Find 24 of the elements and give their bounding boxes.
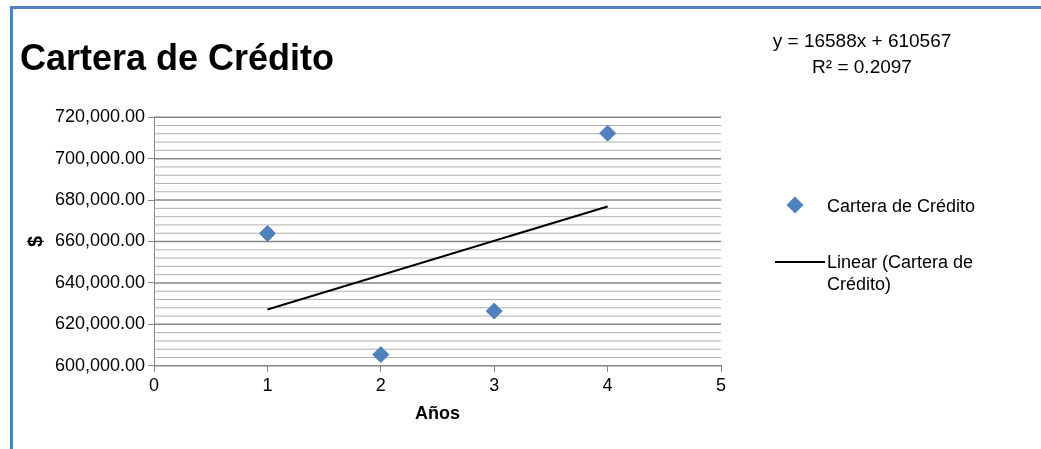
y-tick-label: 640,000.00 xyxy=(54,271,146,292)
point xyxy=(485,302,503,320)
text: y = 16588x + 610567 xyxy=(772,29,952,51)
y-tick-label: 620,000.00 xyxy=(54,313,146,334)
y-axis-title: $ xyxy=(23,235,46,248)
x-tick-label: 3 xyxy=(489,374,500,395)
x-tick-label: 2 xyxy=(375,374,386,395)
y-tick-label: 700,000.00 xyxy=(54,147,146,168)
legend-label: Linear (Cartera de Crédito) xyxy=(827,251,975,295)
y-tick-label: 680,000.00 xyxy=(54,189,146,210)
point xyxy=(599,124,617,142)
x-tick-label: 0 xyxy=(149,374,160,395)
y-tick-label: 600,000.00 xyxy=(54,354,146,375)
legend-label: Cartera de Crédito xyxy=(827,195,976,217)
y-tick-label: 660,000.00 xyxy=(54,230,146,251)
text: R² = 0.2097 xyxy=(812,55,912,77)
x-axis-title: Años xyxy=(415,403,461,424)
x-tick-label: 4 xyxy=(602,374,613,395)
y-tick-label: 720,000.00 xyxy=(54,106,146,127)
chart-title: Cartera de Crédito xyxy=(20,36,335,78)
x-tick-label: 1 xyxy=(262,374,273,395)
x-tick-label: 5 xyxy=(715,374,727,395)
point xyxy=(372,346,390,364)
point xyxy=(258,224,276,242)
